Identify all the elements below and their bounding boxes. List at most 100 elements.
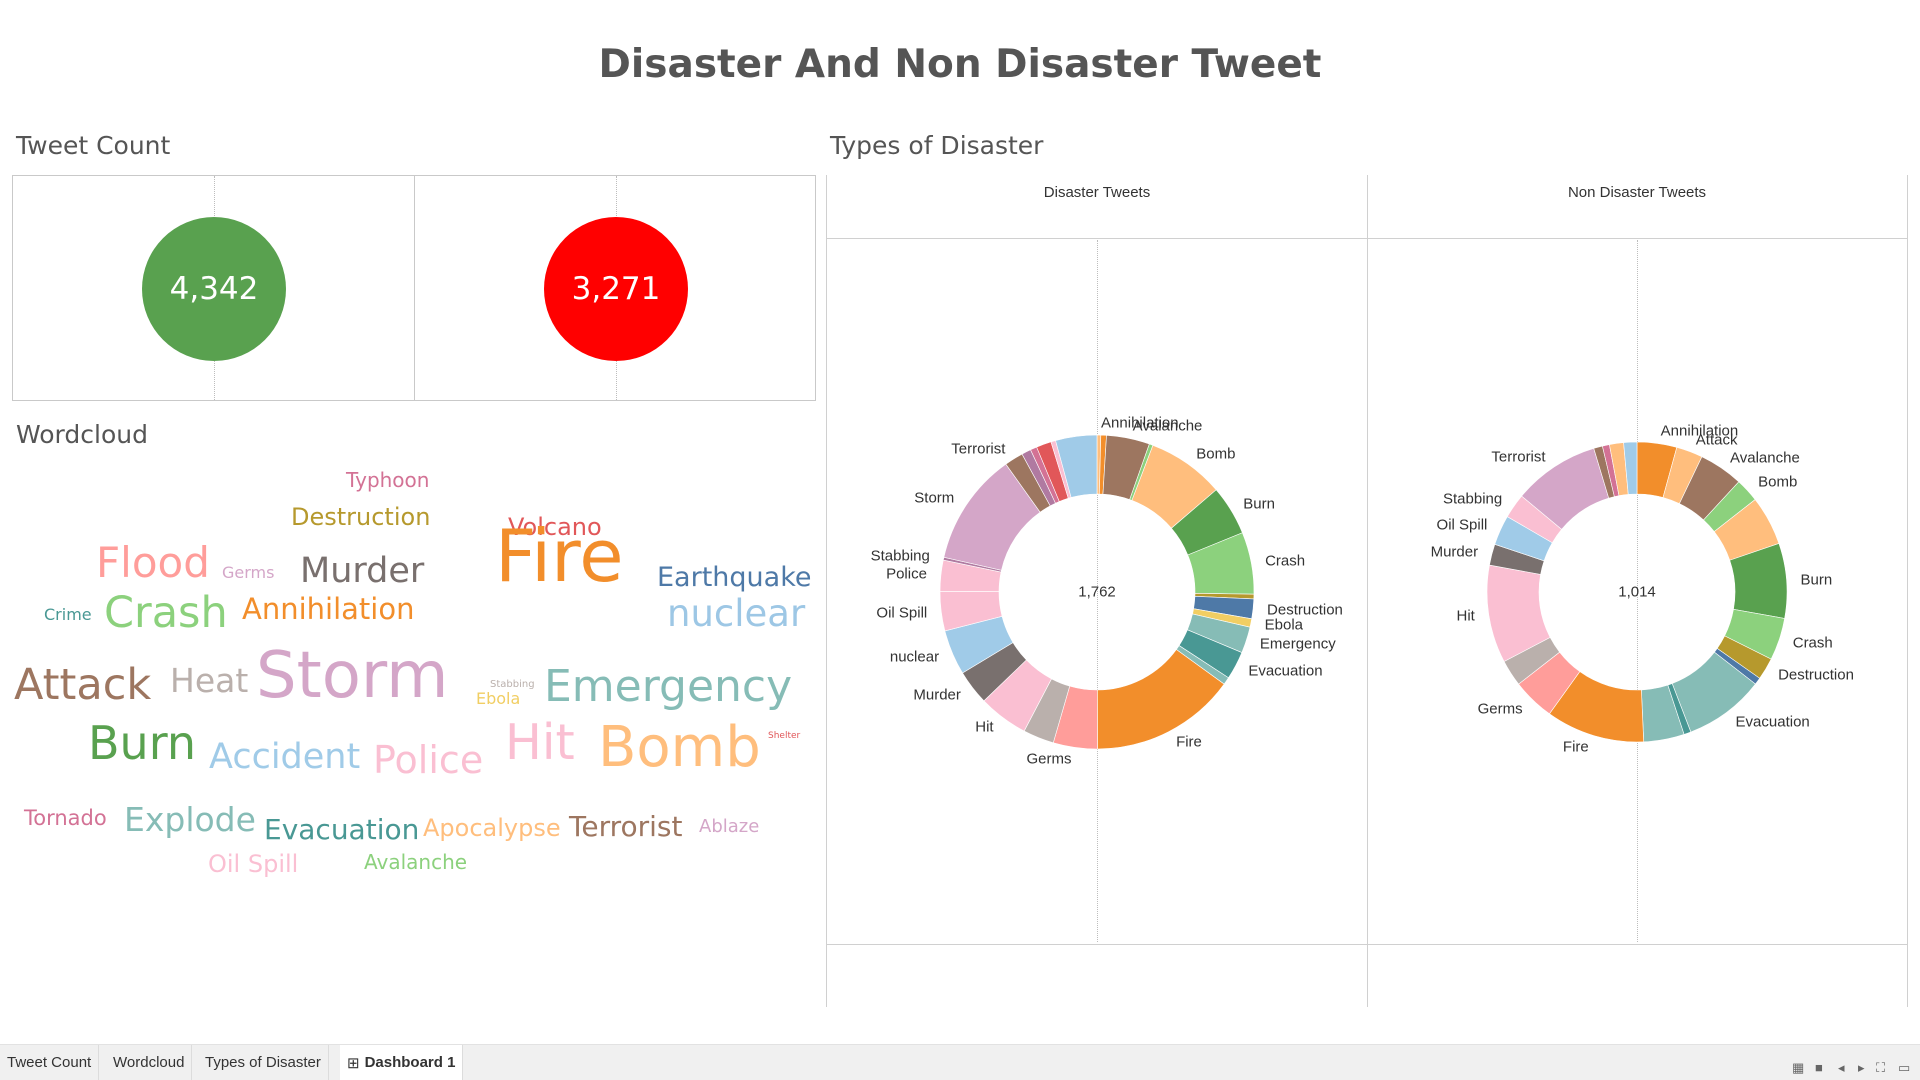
wordcloud: Typhoon Destruction Volcano Flood Germs Murde…: [0, 470, 820, 960]
wordcloud-word[interactable]: Heat: [170, 661, 249, 700]
grid-view-icon[interactable]: ▦: [1792, 1060, 1805, 1075]
column-header-non-disaster: Non Disaster Tweets: [1567, 184, 1707, 201]
donut-slice-label: Annihilation: [1660, 422, 1739, 440]
disaster-count-value: 4,342: [169, 271, 259, 307]
tweet-count-divider: [414, 175, 415, 401]
wordcloud-word[interactable]: Germs: [222, 563, 275, 582]
wordcloud-word[interactable]: Bomb: [598, 715, 761, 780]
donut-slice-label: Murder: [1430, 543, 1479, 561]
donut-slice-label: Burn: [1800, 571, 1833, 589]
donut-slice-label: Attack: [1695, 431, 1738, 449]
wordcloud-word[interactable]: Explode: [124, 800, 256, 839]
wordcloud-word[interactable]: Avalanche: [364, 850, 468, 874]
donut-slice-label: Emergency: [1259, 635, 1336, 653]
prev-icon[interactable]: ◂: [1838, 1060, 1845, 1075]
donut-slice-label: Annihilation: [1101, 414, 1179, 432]
donut-slice-label: Evacuation: [1248, 662, 1323, 680]
wordcloud-word[interactable]: Apocalypse: [423, 814, 561, 842]
present-icon[interactable]: ▭: [1898, 1060, 1911, 1075]
donut-slice-label: Murder: [913, 686, 961, 704]
types-of-disaster-title: Types of Disaster: [830, 131, 1044, 160]
donut-slice-label: Evacuation: [1735, 713, 1810, 731]
tab-wordcloud[interactable]: Wordcloud: [106, 1045, 193, 1080]
wordcloud-word[interactable]: Ebola: [476, 689, 521, 708]
donut-slice-label: Hit: [975, 718, 994, 736]
wordcloud-word[interactable]: Typhoon: [346, 468, 430, 492]
single-view-icon[interactable]: ■: [1815, 1060, 1823, 1075]
donut-slice-label: Bomb: [1196, 445, 1236, 463]
wordcloud-word[interactable]: Stabbing: [490, 679, 535, 690]
donut-slice-label: Bomb: [1758, 473, 1798, 491]
donut-slice-label: Stabbing: [1443, 490, 1503, 508]
wordcloud-word[interactable]: nuclear: [667, 592, 806, 635]
dashboard-grid-icon: ⊞: [347, 1054, 360, 1072]
wordcloud-word[interactable]: Flood: [96, 538, 210, 587]
donut-slice-label: Ebola: [1264, 616, 1304, 634]
donut-slice-label: Stabbing: [870, 547, 930, 565]
fullscreen-icon[interactable]: ⛶: [1876, 1060, 1886, 1075]
wordcloud-word[interactable]: Accident: [209, 737, 361, 777]
wordcloud-word[interactable]: Storm: [256, 639, 449, 713]
wordcloud-word[interactable]: Shelter: [768, 731, 801, 741]
donut-slice-label: Destruction: [1778, 666, 1854, 684]
wordcloud-word[interactable]: Emergency: [544, 661, 793, 712]
wordcloud-word[interactable]: Ablaze: [699, 816, 760, 837]
tab-dashboard-1[interactable]: ⊞ Dashboard 1: [340, 1045, 464, 1080]
tab-tweet-count[interactable]: Tweet Count: [0, 1045, 100, 1080]
donut-slice-label: Oil Spill: [876, 604, 928, 622]
donut-slice-label: Destruction: [1267, 601, 1343, 619]
gridline: [1637, 240, 1638, 942]
donut-slice-label: Crash: [1265, 552, 1306, 570]
wordcloud-word[interactable]: Destruction: [291, 503, 431, 531]
wordcloud-word[interactable]: Evacuation: [264, 813, 420, 846]
next-icon[interactable]: ▸: [1858, 1060, 1865, 1075]
wordcloud-word[interactable]: Oil Spill: [208, 850, 299, 878]
panel-border-right: [1907, 175, 1908, 1007]
wordcloud-word[interactable]: Crash: [104, 588, 228, 638]
wordcloud-word[interactable]: Crime: [44, 605, 92, 624]
donut-slice-label: Burn: [1243, 495, 1275, 513]
donut-slice-label: Storm: [914, 489, 955, 507]
wordcloud-word[interactable]: Attack: [14, 660, 152, 710]
wordcloud-word[interactable]: Murder: [300, 551, 425, 591]
gridline: [1097, 240, 1098, 942]
wordcloud-word[interactable]: Burn: [88, 716, 196, 770]
donut-slice-label: Terrorist: [951, 440, 1006, 458]
non-disaster-count-circle[interactable]: 3,271: [544, 217, 688, 361]
tweet-count-title: Tweet Count: [16, 131, 171, 160]
column-header-disaster: Disaster Tweets: [1043, 184, 1151, 201]
tab-label: Wordcloud: [113, 1054, 185, 1071]
donut-total: 1,762: [1078, 583, 1116, 601]
dashboard-title: Disaster And Non Disaster Tweet: [598, 42, 1322, 87]
wordcloud-word[interactable]: Fire: [495, 514, 624, 598]
tab-label: Dashboard 1: [364, 1054, 456, 1071]
donut-slice-label: Avalanche: [1730, 449, 1800, 467]
tab-label: Types of Disaster: [205, 1054, 321, 1071]
donut-slice-label: Fire: [1562, 738, 1589, 756]
wordcloud-word[interactable]: Terrorist: [569, 810, 683, 843]
bottom-divider: [826, 944, 1908, 945]
panel-border-left: [826, 175, 827, 1007]
wordcloud-word[interactable]: Volcano: [508, 513, 602, 541]
donut-slice-label: Hit: [1456, 607, 1475, 625]
wordcloud-word[interactable]: Police: [373, 738, 484, 782]
donut-slice-label: Oil Spill: [1436, 516, 1488, 534]
donut-slice[interactable]: [1055, 434, 1098, 498]
disaster-count-circle[interactable]: 4,342: [142, 217, 286, 361]
header-divider: [826, 238, 1908, 239]
donut-total: 1,014: [1618, 583, 1656, 601]
donut-slice[interactable]: [1623, 441, 1638, 495]
wordcloud-word[interactable]: Annihilation: [242, 592, 415, 626]
wordcloud-word[interactable]: Tornado: [24, 806, 107, 830]
donut-slice-label: Police: [886, 565, 927, 583]
tab-types-of-disaster[interactable]: Types of Disaster: [198, 1045, 329, 1080]
donut-slice-label: Avalanche: [1132, 417, 1203, 435]
wordcloud-word[interactable]: Hit: [505, 714, 575, 771]
donut-slice-label: Crash: [1792, 634, 1833, 652]
sheet-tab-bar: Tweet Count Wordcloud Types of Disaster …: [0, 1044, 1920, 1080]
wordcloud-title: Wordcloud: [16, 420, 148, 449]
donut-slice-label: Fire: [1176, 733, 1202, 751]
wordcloud-word[interactable]: Earthquake: [657, 562, 812, 593]
tab-label: Tweet Count: [7, 1054, 92, 1071]
